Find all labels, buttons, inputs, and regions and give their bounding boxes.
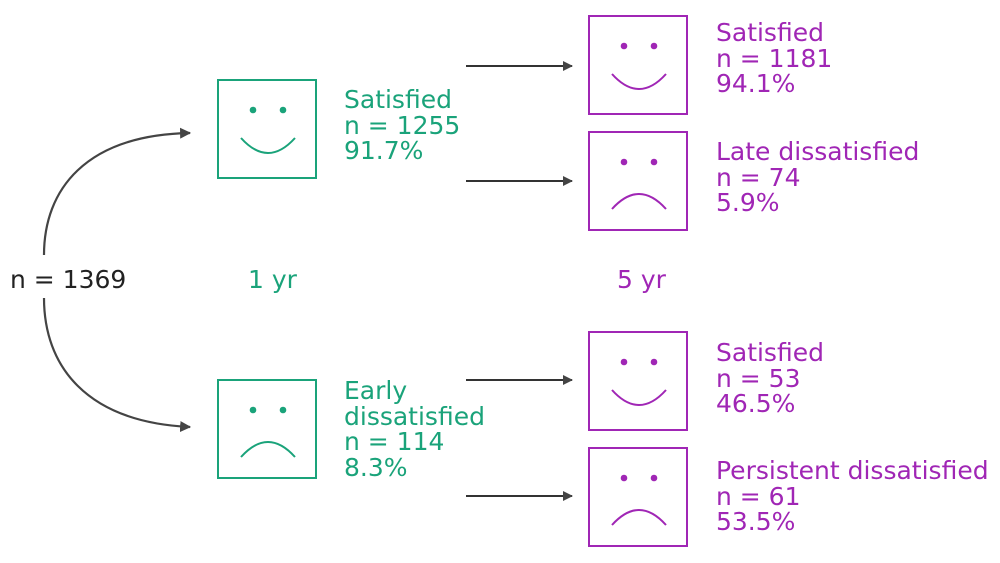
five-year-persistent-dissatisfied-box [588,447,688,547]
five-year-late-dissatisfied-count: n = 74 [716,162,801,192]
frown-icon [611,474,667,526]
one-year-dissatisfied-count: n = 114 [344,427,445,456]
one-year-dissatisfied-status-line1: Early [344,376,408,405]
frown-icon [240,406,296,458]
five-year-persistent-dissatisfied-label: Persistent dissatisfied n = 61 53.5% [716,458,989,535]
five-year-late-dissatisfied-percent: 5.9% [716,188,780,217]
timepoint-5yr: 5 yr [617,265,666,294]
smile-icon [240,106,296,154]
five-year-satisfied-count: n = 1181 [716,43,833,73]
frown-icon [611,158,667,210]
one-year-dissatisfied-status-line2: dissatisfied [344,401,485,431]
one-year-dissatisfied-box [217,379,317,479]
five-year-satisfied-status: Satisfied [716,18,824,47]
five-year-recovered-satisfied-box [588,331,688,431]
arrow-root-to-dissatisfied [42,297,192,433]
timepoint-1yr: 1 yr [248,265,297,294]
five-year-late-dissatisfied-label: Late dissatisfied n = 74 5.9% [716,139,919,216]
one-year-satisfied-box [217,79,317,179]
five-year-recovered-satisfied-status: Satisfied [716,338,824,367]
smile-icon [611,358,667,406]
five-year-late-dissatisfied-status: Late dissatisfied [716,137,920,166]
arrow-root-to-satisfied [42,127,192,256]
five-year-satisfied-box [588,15,688,115]
one-year-dissatisfied-label: Early dissatisfied n = 114 8.3% [344,378,485,480]
five-year-recovered-satisfied-label: Satisfied n = 53 46.5% [716,340,824,417]
five-year-recovered-satisfied-count: n = 53 [716,363,801,393]
one-year-satisfied-count: n = 1255 [344,110,461,140]
one-year-dissatisfied-percent: 8.3% [344,452,408,482]
one-year-satisfied-label: Satisfied n = 1255 91.7% [344,87,460,164]
five-year-persistent-dissatisfied-status: Persistent dissatisfied [716,456,989,485]
smile-icon [611,42,667,90]
five-year-recovered-satisfied-percent: 46.5% [716,389,796,418]
five-year-persistent-dissatisfied-count: n = 61 [716,481,801,511]
five-year-satisfied-percent: 94.1% [716,69,796,98]
five-year-late-dissatisfied-box [588,131,688,231]
five-year-persistent-dissatisfied-percent: 53.5% [716,507,796,536]
root-count: n = 1369 [10,265,127,294]
one-year-satisfied-percent: 91.7% [344,136,424,165]
one-year-satisfied-status: Satisfied [344,85,452,114]
five-year-satisfied-label: Satisfied n = 1181 94.1% [716,20,832,97]
